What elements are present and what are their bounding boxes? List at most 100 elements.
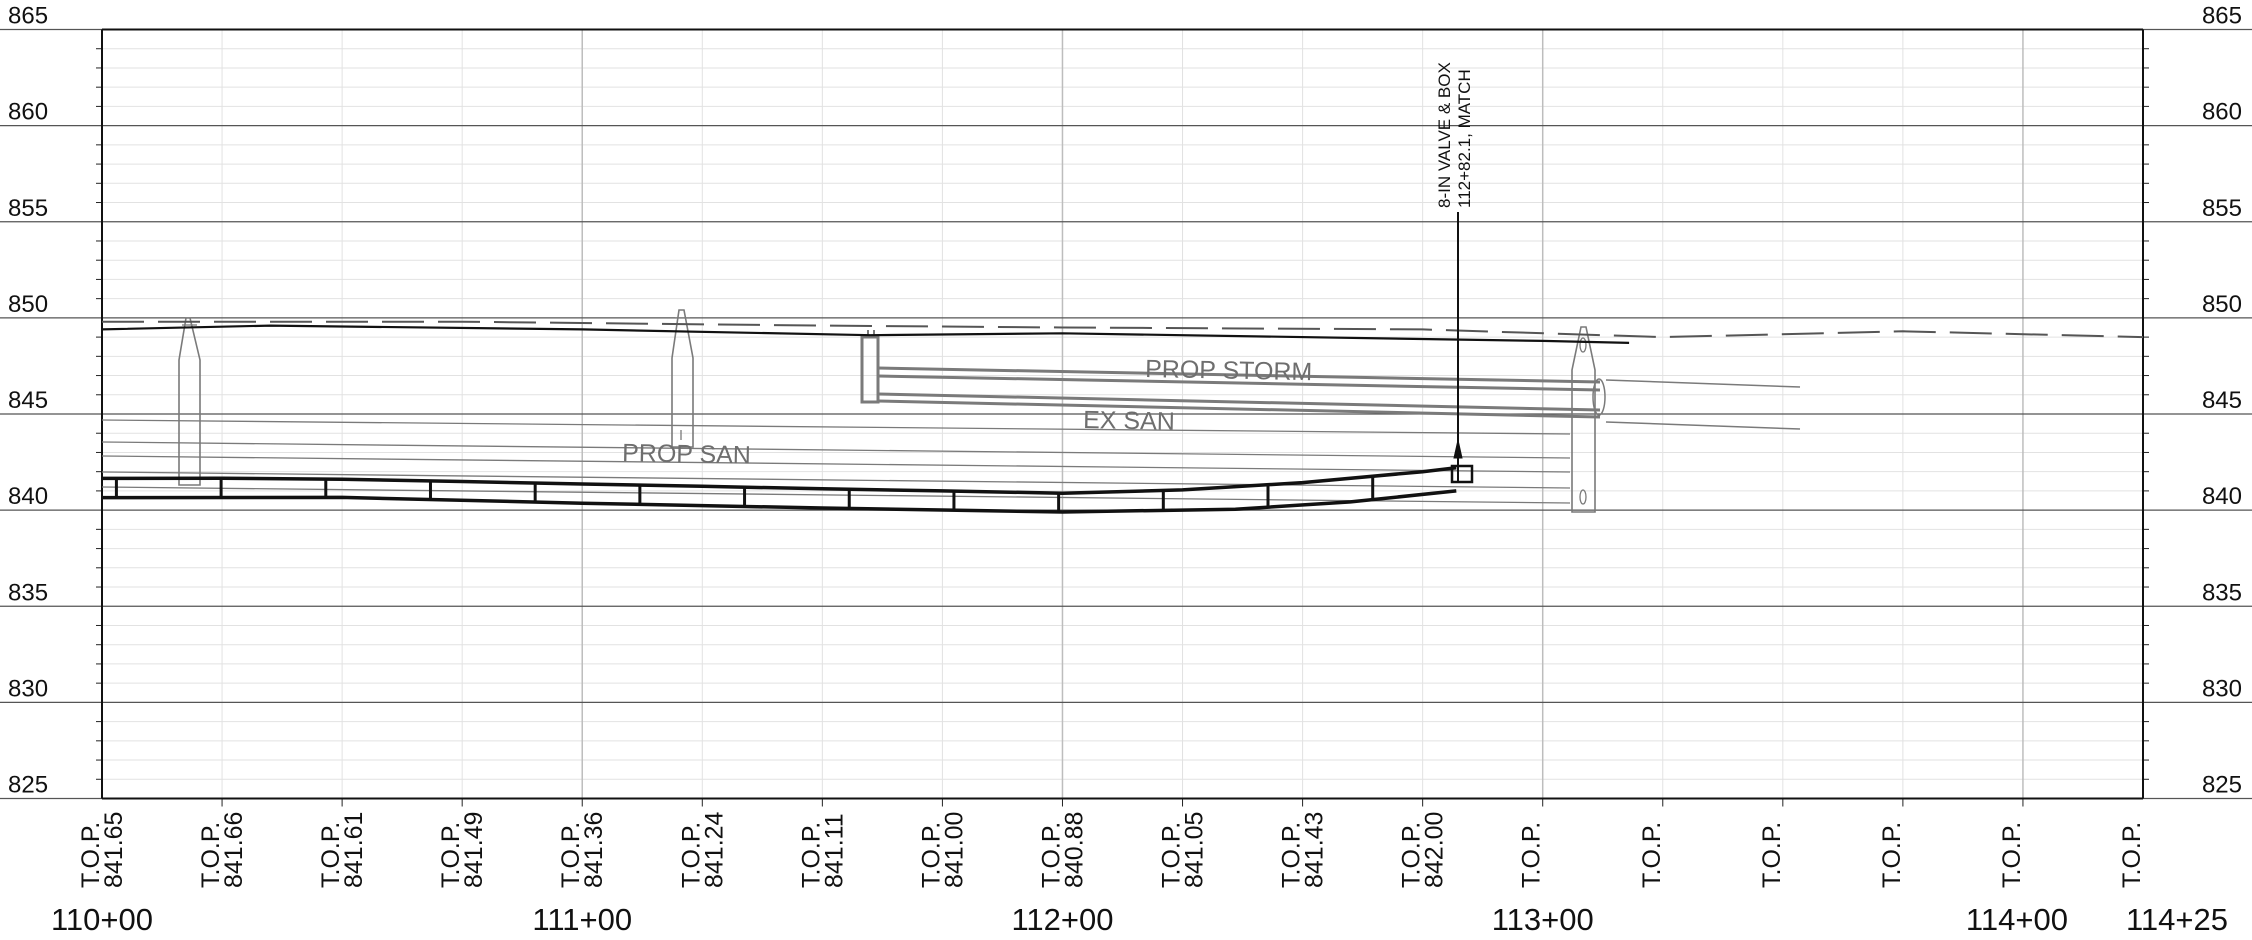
top-prefix: T.O.P. xyxy=(677,822,705,888)
manhole-3 xyxy=(1571,326,1596,513)
station-label: 114+00 xyxy=(1966,902,2068,937)
top-label: T.O.P. xyxy=(1638,822,1666,888)
ex-san-pipe-top xyxy=(877,392,1601,412)
top-prefix: T.O.P. xyxy=(1878,822,1906,888)
elevation-label-right: 855 xyxy=(2202,195,2242,222)
elevation-label-right: 830 xyxy=(2202,675,2242,702)
elevation-label-left: 840 xyxy=(8,483,48,510)
top-label: T.O.P.841.61 xyxy=(317,812,368,888)
elevation-label-right: 825 xyxy=(2202,772,2242,799)
top-label: T.O.P. xyxy=(2118,822,2146,888)
top-value: 841.49 xyxy=(460,812,488,888)
top-label: T.O.P.841.49 xyxy=(437,812,488,888)
valve-box xyxy=(1450,464,1474,484)
existing-grade-line xyxy=(102,320,2144,339)
elevation-label-left: 830 xyxy=(8,675,48,702)
top-label: T.O.P. xyxy=(1518,822,1546,888)
top-value: 841.66 xyxy=(220,812,248,888)
manhole-1 xyxy=(178,317,201,486)
top-value: 841.00 xyxy=(940,812,968,888)
top-label: T.O.P. xyxy=(1758,822,1786,888)
prop-storm-pipe-top xyxy=(877,366,1601,384)
top-prefix: T.O.P. xyxy=(317,822,345,888)
top-label: T.O.P.840.88 xyxy=(1037,812,1088,888)
top-prefix: T.O.P. xyxy=(1758,822,1786,888)
elevation-label-left: 835 xyxy=(8,579,48,606)
top-label: T.O.P.841.05 xyxy=(1158,812,1209,888)
top-prefix: T.O.P. xyxy=(557,822,585,888)
valve-callout: 8-IN VALVE & BOX 112+82.1, MATCH xyxy=(1435,62,1474,208)
top-prefix: T.O.P. xyxy=(797,822,825,888)
top-label: T.O.P.841.43 xyxy=(1278,812,1329,888)
top-prefix: T.O.P. xyxy=(1998,822,2026,888)
top-prefix: T.O.P. xyxy=(2118,822,2146,888)
top-prefix: T.O.P. xyxy=(1518,822,1546,888)
valve-and-box xyxy=(1450,212,1474,484)
elevation-label-right: 840 xyxy=(2202,483,2242,510)
top-label: T.O.P.841.66 xyxy=(197,812,248,888)
top-prefix: T.O.P. xyxy=(1398,822,1426,888)
top-label: T.O.P. xyxy=(1878,822,1906,888)
elevation-label-left: 860 xyxy=(8,99,48,126)
elevation-label-left: 850 xyxy=(8,291,48,318)
top-value: 841.43 xyxy=(1301,812,1329,888)
top-prefix: T.O.P. xyxy=(1638,822,1666,888)
top-of-pipe-labels: T.O.P.841.65 T.O.P.841.66 T.O.P.841.61 T.O.… xyxy=(77,811,2146,888)
top-value: 841.65 xyxy=(100,812,128,888)
water-main-bottom xyxy=(101,489,1457,514)
top-prefix: T.O.P. xyxy=(1278,822,1306,888)
top-prefix: T.O.P. xyxy=(197,822,225,888)
utility-linework xyxy=(101,309,1801,513)
elevation-label-right: 850 xyxy=(2202,291,2242,318)
manhole-2 xyxy=(671,309,694,448)
top-prefix: T.O.P. xyxy=(77,822,105,888)
top-prefix: T.O.P. xyxy=(917,822,945,888)
top-value: 841.24 xyxy=(700,811,728,888)
elevation-label-left: 845 xyxy=(8,387,48,414)
top-prefix: T.O.P. xyxy=(1037,822,1065,888)
station-label: 111+00 xyxy=(532,902,632,937)
top-label: T.O.P.841.65 xyxy=(77,812,128,888)
top-label: T.O.P.842.00 xyxy=(1398,812,1449,888)
top-prefix: T.O.P. xyxy=(1158,822,1186,888)
top-label: T.O.P.841.24 xyxy=(677,811,728,888)
station-label: 112+00 xyxy=(1011,902,1113,937)
station-label: 113+00 xyxy=(1492,902,1594,937)
axis-labels: 865 865 860 860 855 855 850 850 845 845 840 840 835 8… xyxy=(8,3,2242,938)
top-prefix: T.O.P. xyxy=(437,822,465,888)
top-label: T.O.P.841.36 xyxy=(557,812,608,888)
prop-storm-label: PROP STORM xyxy=(1145,355,1313,386)
top-label: T.O.P.841.11 xyxy=(797,813,848,888)
top-value: 842.00 xyxy=(1421,812,1449,888)
ex-san-label: EX SAN xyxy=(1083,406,1175,436)
water-main-top xyxy=(101,466,1457,495)
ex-san-pipe-bottom xyxy=(877,399,1601,419)
elevation-label-left: 825 xyxy=(8,772,48,799)
elevation-label-right: 845 xyxy=(2202,387,2242,414)
valve-icon xyxy=(1453,439,1463,459)
prop-san-label: PROP SAN xyxy=(622,439,751,469)
callout-line-1: 8-IN VALVE & BOX xyxy=(1435,62,1454,208)
top-value: 841.11 xyxy=(820,813,848,888)
elevation-label-right: 835 xyxy=(2202,579,2242,606)
proposed-grade-line xyxy=(101,324,1630,344)
grade-lines xyxy=(101,320,2144,344)
elevation-label-left: 855 xyxy=(8,195,48,222)
elevation-label-right: 860 xyxy=(2202,99,2242,126)
station-label: 114+25 xyxy=(2126,902,2228,937)
top-value: 841.61 xyxy=(340,812,368,888)
top-label: T.O.P.841.00 xyxy=(917,812,968,888)
prop-storm-pipe-bottom xyxy=(877,374,1601,392)
water-main xyxy=(101,466,1457,514)
top-label: T.O.P. xyxy=(1998,822,2026,888)
storm-structure xyxy=(860,335,880,404)
top-value: 841.05 xyxy=(1181,812,1209,888)
station-label: 110+00 xyxy=(51,902,153,937)
top-value: 840.88 xyxy=(1060,812,1088,888)
top-value: 841.36 xyxy=(580,812,608,888)
elevation-label-left: 865 xyxy=(8,3,48,30)
grid xyxy=(0,28,2252,807)
elevation-label-right: 865 xyxy=(2202,3,2242,30)
